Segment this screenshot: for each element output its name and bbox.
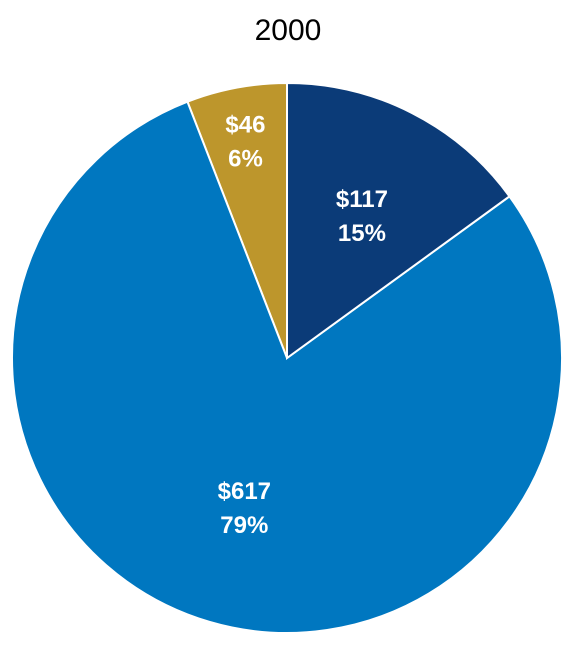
pie-labels: $46 6% $617 79% $117 15% bbox=[218, 111, 388, 539]
slice-percent-label: 6% bbox=[228, 145, 263, 172]
pie-slice-2 bbox=[286, 81, 511, 360]
slice-value-label: $46 bbox=[225, 111, 265, 138]
pie-slices bbox=[11, 81, 563, 634]
pie-slice-1 bbox=[11, 100, 563, 634]
chart-title: 2000 bbox=[254, 14, 322, 47]
slice-value-label: $117 bbox=[336, 186, 388, 213]
slice-percent-label: 15% bbox=[338, 220, 386, 247]
slice-value-label: $617 bbox=[218, 478, 271, 505]
slice-percent-label: 79% bbox=[220, 512, 268, 539]
